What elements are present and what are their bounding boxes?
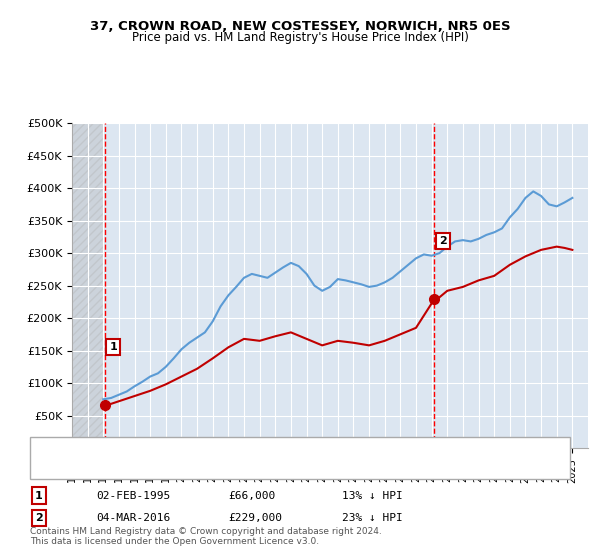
Text: 1: 1: [109, 342, 117, 352]
Bar: [72, 123, 103, 448]
Text: ——: ——: [48, 442, 76, 456]
Text: 37, CROWN ROAD, NEW COSTESSEY, NORWICH, NR5 0ES: 37, CROWN ROAD, NEW COSTESSEY, NORWICH, …: [89, 20, 511, 32]
Text: £66,000: £66,000: [228, 491, 275, 501]
Text: 23% ↓ HPI: 23% ↓ HPI: [342, 513, 403, 523]
Text: ——: ——: [48, 461, 76, 476]
Text: 1: 1: [35, 491, 43, 501]
Text: 02-FEB-1995: 02-FEB-1995: [96, 491, 170, 501]
Text: 37, CROWN ROAD, NEW COSTESSEY, NORWICH, NR5 0ES (detached house): 37, CROWN ROAD, NEW COSTESSEY, NORWICH, …: [84, 445, 477, 455]
Text: Contains HM Land Registry data © Crown copyright and database right 2024.
This d: Contains HM Land Registry data © Crown c…: [30, 526, 382, 546]
Text: 04-MAR-2016: 04-MAR-2016: [96, 513, 170, 523]
Text: Price paid vs. HM Land Registry's House Price Index (HPI): Price paid vs. HM Land Registry's House …: [131, 31, 469, 44]
Text: HPI: Average price, detached house, South Norfolk: HPI: Average price, detached house, Sout…: [84, 464, 348, 474]
Text: 2: 2: [35, 513, 43, 523]
Text: 2: 2: [439, 236, 447, 246]
Text: 13% ↓ HPI: 13% ↓ HPI: [342, 491, 403, 501]
Text: £229,000: £229,000: [228, 513, 282, 523]
